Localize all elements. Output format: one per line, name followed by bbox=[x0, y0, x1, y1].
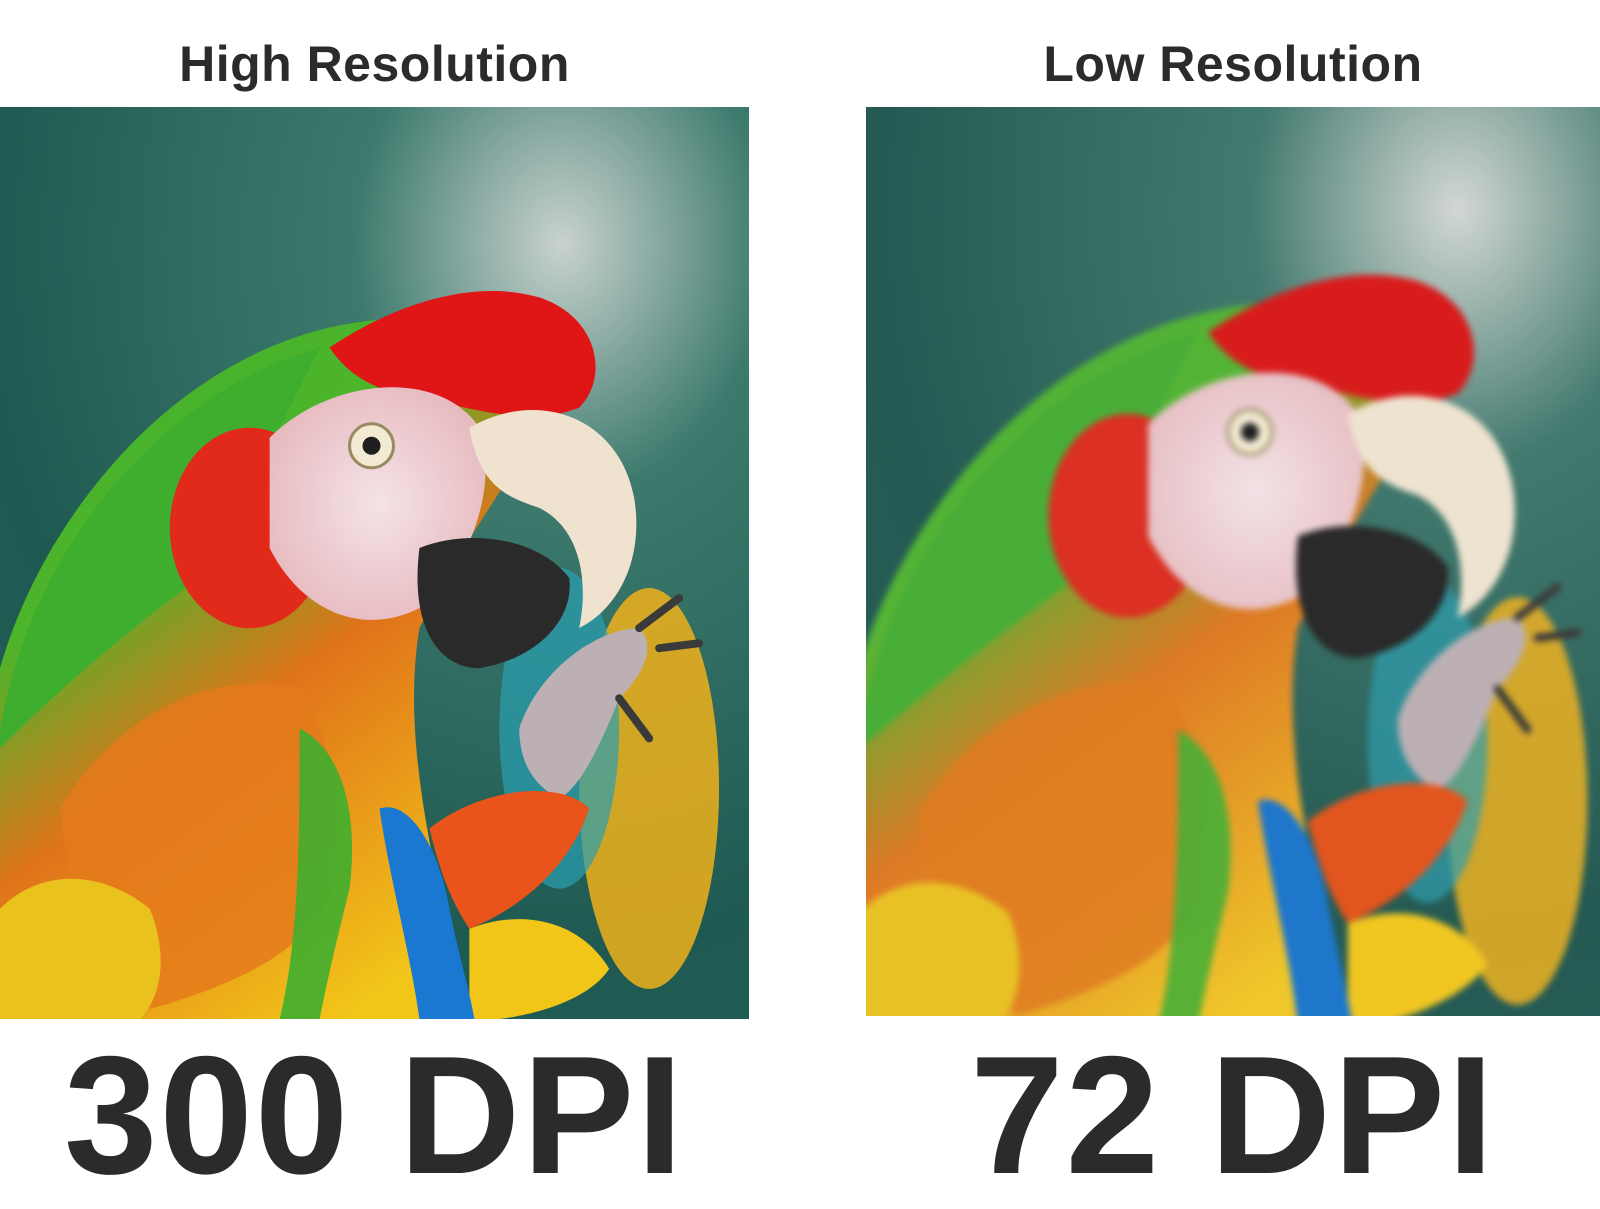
parrot-photo-low-res bbox=[866, 107, 1600, 1016]
parrot-illustration bbox=[0, 107, 749, 1019]
high-resolution-panel: High Resolution bbox=[0, 0, 749, 1200]
parrot-photo-high-res bbox=[0, 107, 749, 1019]
high-resolution-heading: High Resolution bbox=[179, 36, 570, 92]
parrot-illustration-blurred bbox=[866, 107, 1600, 1016]
low-resolution-heading: Low Resolution bbox=[1043, 36, 1423, 92]
high-resolution-dpi-label: 300 DPI bbox=[63, 1021, 686, 1209]
low-resolution-dpi-label: 72 DPI bbox=[970, 1021, 1496, 1209]
low-resolution-panel: Low Resolution bbox=[866, 0, 1600, 1200]
